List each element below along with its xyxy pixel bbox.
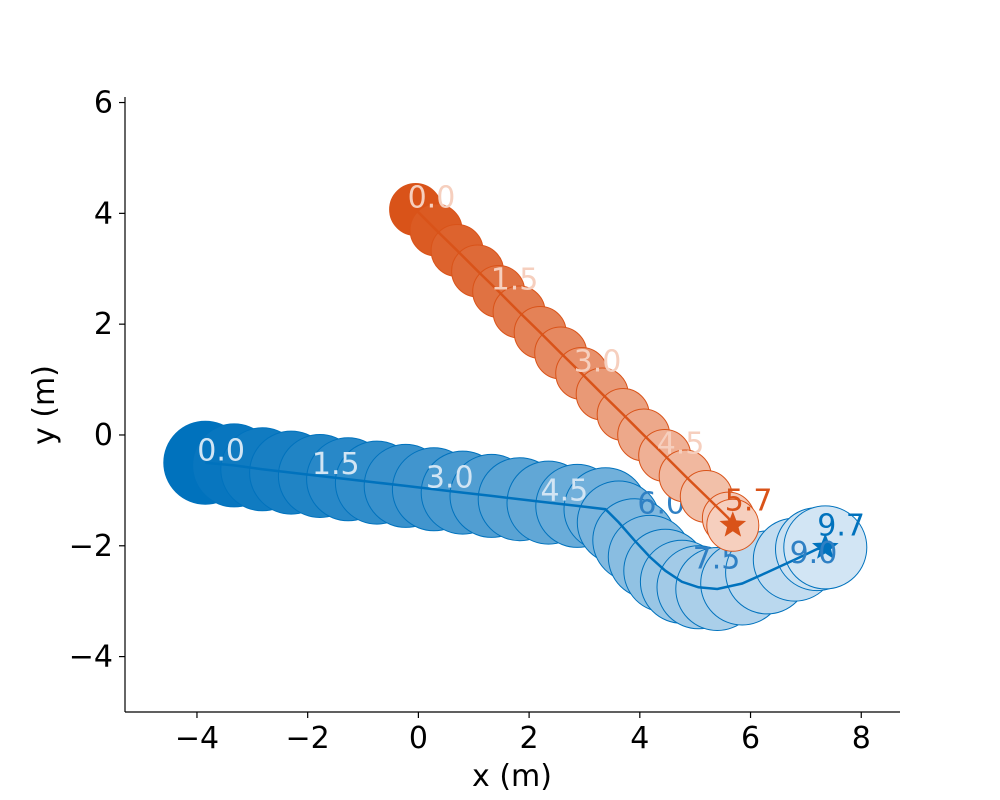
y-axis-title: y (m)	[27, 365, 62, 445]
series-0-time-label-3: 4.5	[541, 474, 589, 509]
series-0-trajectory-line	[205, 461, 826, 591]
y-tick-label-2: 0	[94, 418, 113, 453]
y-tick-label-1: −2	[69, 529, 113, 564]
y-tick-label-0: −4	[69, 640, 113, 675]
series-1-time-label-2: 3.0	[574, 345, 622, 380]
series-1-time-label-1: 1.5	[491, 263, 539, 298]
series-0-goal-star	[812, 533, 839, 559]
series-0-time-label-2: 3.0	[426, 460, 474, 495]
x-tick-label-1: −2	[286, 721, 330, 756]
series-0-time-label-1: 1.5	[312, 447, 360, 482]
y-tick-label-5: 6	[94, 86, 113, 121]
x-tick-label-6: 8	[852, 721, 871, 756]
y-tick-label-4: 4	[94, 196, 113, 231]
series-1: 0.0 1.5 3.0 4.5 5.7	[389, 181, 773, 552]
y-tick-label-3: 2	[94, 307, 113, 342]
series-1-goal-star	[719, 511, 747, 537]
series-0-time-label-7: 9.7	[817, 509, 865, 544]
x-axis-title: x (m)	[472, 759, 552, 794]
series-0-time-label-0: 0.0	[197, 434, 245, 469]
chart-marks: 0.0 1.5 3.0 4.5 6.07.5 9.09.70.01.53.04.55.7	[163, 181, 868, 631]
x-tick-label-3: 2	[520, 721, 539, 756]
x-tick-label-4: 4	[630, 721, 649, 756]
series-0-time-label-6: 9.0	[790, 536, 838, 571]
series-0: 0.0 1.5 3.0 4.5 6.07.5 9.09.7	[163, 420, 868, 631]
series-1-time-label-4: 5.7	[725, 484, 773, 519]
series-1-time-label-0: 0.0	[408, 181, 456, 216]
x-tick-label-5: 6	[741, 721, 760, 756]
chart-axes: −4 −2 0 2 4 6 8 −4 −2 0 2 4 6	[69, 86, 900, 756]
series-1-time-label-3: 4.5	[657, 427, 705, 462]
x-tick-label-2: 0	[409, 721, 428, 756]
x-tick-label-0: −4	[175, 721, 219, 756]
series-1-trajectory-line	[414, 208, 734, 526]
